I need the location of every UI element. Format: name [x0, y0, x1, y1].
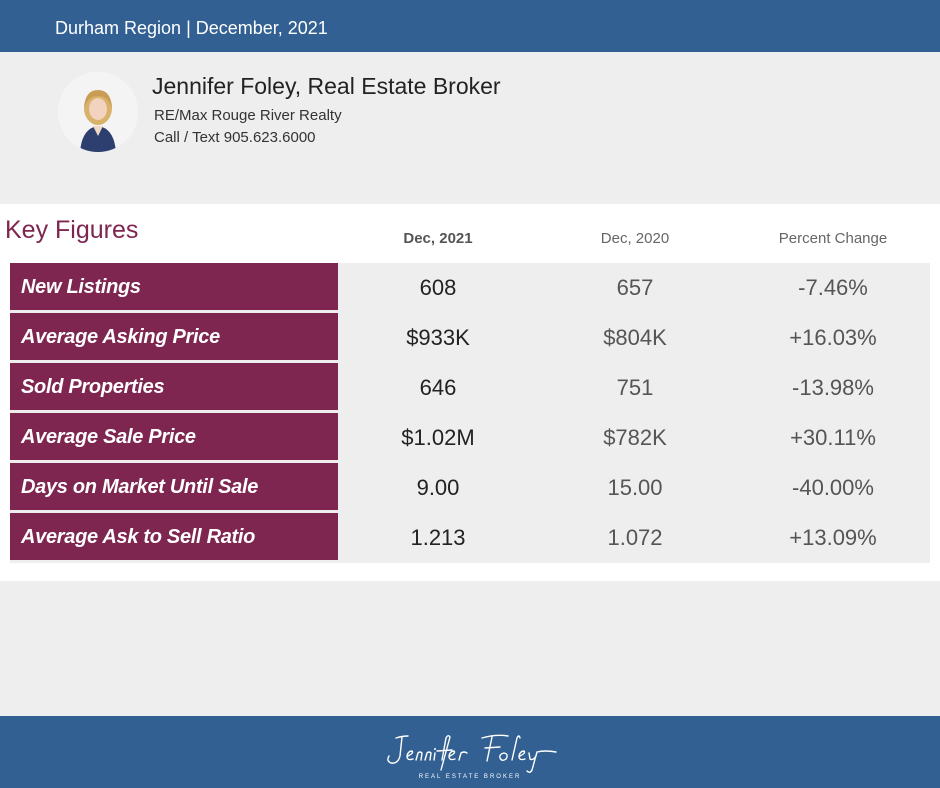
page-title: Durham Region | December, 2021	[55, 18, 328, 38]
current-value: 646	[419, 375, 457, 400]
agent-photo	[58, 72, 138, 152]
logo-tagline: REAL ESTATE BROKER	[418, 774, 522, 780]
table-row: Sold Properties 646 751 -13.98%	[10, 363, 930, 413]
agent-panel: Jennifer Foley, Real Estate Broker RE/Ma…	[0, 52, 940, 204]
previous-value: $782K	[603, 425, 667, 450]
current-value: 1.213	[410, 525, 466, 550]
column-header-change: Percent Change	[778, 230, 888, 247]
key-figures-section: Key Figures Dec, 2021 Dec, 2020 Percent …	[0, 204, 940, 581]
table-row: Average Ask to Sell Ratio 1.213 1.072 +1…	[10, 513, 930, 563]
agent-phone: Call / Text 905.623.6000	[154, 129, 316, 146]
key-figures-title: Key Figures	[5, 216, 139, 244]
table-row: Days on Market Until Sale 9.00 15.00 -40…	[10, 463, 930, 513]
row-label: New Listings	[10, 263, 338, 310]
column-header-current: Dec, 2021	[403, 230, 473, 247]
previous-value: 751	[616, 375, 654, 400]
current-value: $933K	[406, 325, 470, 350]
percent-change: -40.00%	[792, 475, 874, 500]
percent-change: +16.03%	[789, 325, 877, 350]
table-row: Average Asking Price $933K $804K +16.03%	[10, 313, 930, 363]
table-row: Average Sale Price $1.02M $782K +30.11%	[10, 413, 930, 463]
jennifer-foley-logo	[387, 734, 557, 773]
row-label: Average Sale Price	[10, 413, 338, 460]
previous-value: $804K	[603, 325, 667, 350]
percent-change: +13.09%	[789, 525, 877, 550]
current-value: 608	[419, 275, 457, 300]
current-value: 9.00	[416, 475, 460, 500]
previous-value: 15.00	[607, 475, 663, 500]
column-header-previous: Dec, 2020	[600, 230, 670, 247]
footer: REAL ESTATE BROKER	[0, 716, 940, 788]
table-row: New Listings 608 657 -7.46%	[10, 263, 930, 313]
current-value: $1.02M	[401, 425, 475, 450]
content-spacer	[0, 581, 940, 716]
logo-dot-icon	[434, 748, 436, 750]
previous-value: 1.072	[607, 525, 663, 550]
top-bar: Durham Region | December, 2021	[0, 0, 940, 52]
row-label: Average Ask to Sell Ratio	[10, 513, 338, 560]
row-label: Days on Market Until Sale	[10, 463, 338, 510]
percent-change: -13.98%	[792, 375, 874, 400]
previous-value: 657	[616, 275, 654, 300]
row-label: Average Asking Price	[10, 313, 338, 360]
percent-change: -7.46%	[798, 275, 868, 300]
row-label: Sold Properties	[10, 363, 338, 410]
agent-company: RE/Max Rouge River Realty	[154, 107, 342, 124]
percent-change: +30.11%	[790, 425, 876, 450]
avatar	[58, 72, 138, 152]
agent-name: Jennifer Foley, Real Estate Broker	[152, 73, 501, 99]
key-figures-table: New Listings 608 657 -7.46% Average Aski…	[10, 263, 930, 563]
